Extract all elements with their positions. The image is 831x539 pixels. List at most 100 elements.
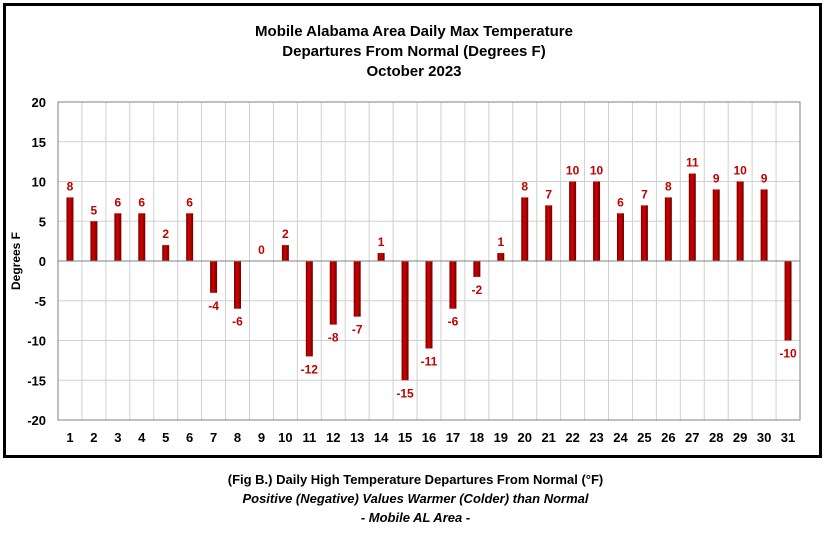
bar [736,181,744,261]
bar [593,181,601,261]
bar [545,205,553,261]
data-label: -4 [208,299,219,313]
data-label: 7 [641,187,648,201]
x-tick-label: 20 [518,430,532,445]
y-tick-label: 15 [32,135,46,150]
data-label: 1 [378,235,385,249]
data-label: 9 [713,171,720,185]
bar [521,197,529,261]
data-label: -11 [421,354,438,368]
bar [616,213,624,261]
x-tick-label: 24 [613,430,628,445]
plot-border [57,101,801,421]
data-label: 8 [67,179,74,193]
x-tick-label: 18 [470,430,484,445]
data-label: 8 [665,179,672,193]
y-tick-label: 0 [39,254,46,269]
x-tick-label: 3 [114,430,121,445]
y-tick-label: 10 [32,175,46,190]
data-label: -6 [448,315,459,329]
data-label: -10 [779,347,797,361]
x-tick-label: 30 [757,430,771,445]
x-tick-label: 11 [302,430,316,445]
x-tick-label: 8 [234,430,241,445]
data-label: 6 [138,195,145,209]
bar [712,189,720,261]
data-label: -15 [396,386,414,400]
y-tick-label: -20 [27,413,46,428]
x-tick-label: 1 [66,430,73,445]
x-tick-label: 10 [278,430,292,445]
x-tick-label: 2 [90,430,97,445]
data-label: 0 [258,243,265,257]
bar [186,213,194,261]
bar [234,261,242,309]
data-label: 6 [617,195,624,209]
x-tick-label: 25 [637,430,651,445]
chart-title-line-1: Mobile Alabama Area Daily Max Temperatur… [255,23,573,40]
bar [114,213,122,261]
bar [688,173,696,261]
x-tick-label: 29 [733,430,747,445]
data-label: 9 [761,171,768,185]
caption-line-2: Positive (Negative) Values Warmer (Colde… [242,491,589,506]
y-tick-label: -15 [27,373,46,388]
bar [305,261,313,357]
bar [353,261,361,317]
bar [569,181,577,261]
bar [90,221,98,261]
bar [162,245,170,261]
x-tick-label: 26 [661,430,675,445]
data-label: -2 [472,283,483,297]
x-tick-label: 23 [589,430,603,445]
data-label: 10 [733,164,747,178]
data-label: 2 [162,227,169,241]
y-tick-label: 5 [39,214,46,229]
bar [210,261,218,293]
bar [377,253,385,261]
data-label: 2 [282,227,289,241]
bar [664,197,672,261]
y-tick-label: 20 [32,95,46,110]
x-tick-label: 19 [494,430,508,445]
data-label: 7 [545,187,552,201]
caption-line-1: (Fig B.) Daily High Temperature Departur… [227,472,604,487]
bar [66,197,74,261]
y-axis-title: Degrees F [9,232,23,290]
bar [760,189,768,261]
y-tick-label: -5 [34,294,46,309]
chart-frame: Mobile Alabama Area Daily Max Temperatur… [3,3,822,458]
bar-layer [66,173,792,381]
data-label: 8 [521,179,528,193]
bar [138,213,146,261]
data-label: 6 [186,195,193,209]
x-tick-label: 6 [186,430,193,445]
x-tick-label: 28 [709,430,723,445]
data-label: 1 [497,235,504,249]
chart-title-line-3: October 2023 [366,63,461,80]
data-label: 10 [590,164,604,178]
x-tick-label: 15 [398,430,412,445]
x-tick-label: 14 [374,430,389,445]
x-tick-label: 22 [565,430,579,445]
label-layer: 8 5 6 6 2 6 -4 -6 0 2 -12 -8 -7 1 -15 -11 -6 -2 1 8 7 10 10 6 7 8… [67,156,797,401]
data-label: 10 [566,164,580,178]
caption-line-3: - Mobile AL Area - [360,510,471,525]
x-tick-label: 27 [685,430,699,445]
x-tick-label: 4 [138,430,146,445]
y-tick-label: -10 [27,334,46,349]
data-label: 11 [686,156,699,170]
data-label: -7 [352,323,363,337]
bar [497,253,505,261]
chart-svg: Mobile Alabama Area Daily Max Temperatur… [9,23,801,445]
bar [449,261,457,309]
data-label: 6 [114,195,121,209]
x-tick-label: 17 [446,430,460,445]
data-label: -12 [301,362,319,376]
x-tick-label: 13 [350,430,364,445]
bar [401,261,409,381]
bar [784,261,792,341]
bar [640,205,648,261]
data-label: -6 [232,315,243,329]
